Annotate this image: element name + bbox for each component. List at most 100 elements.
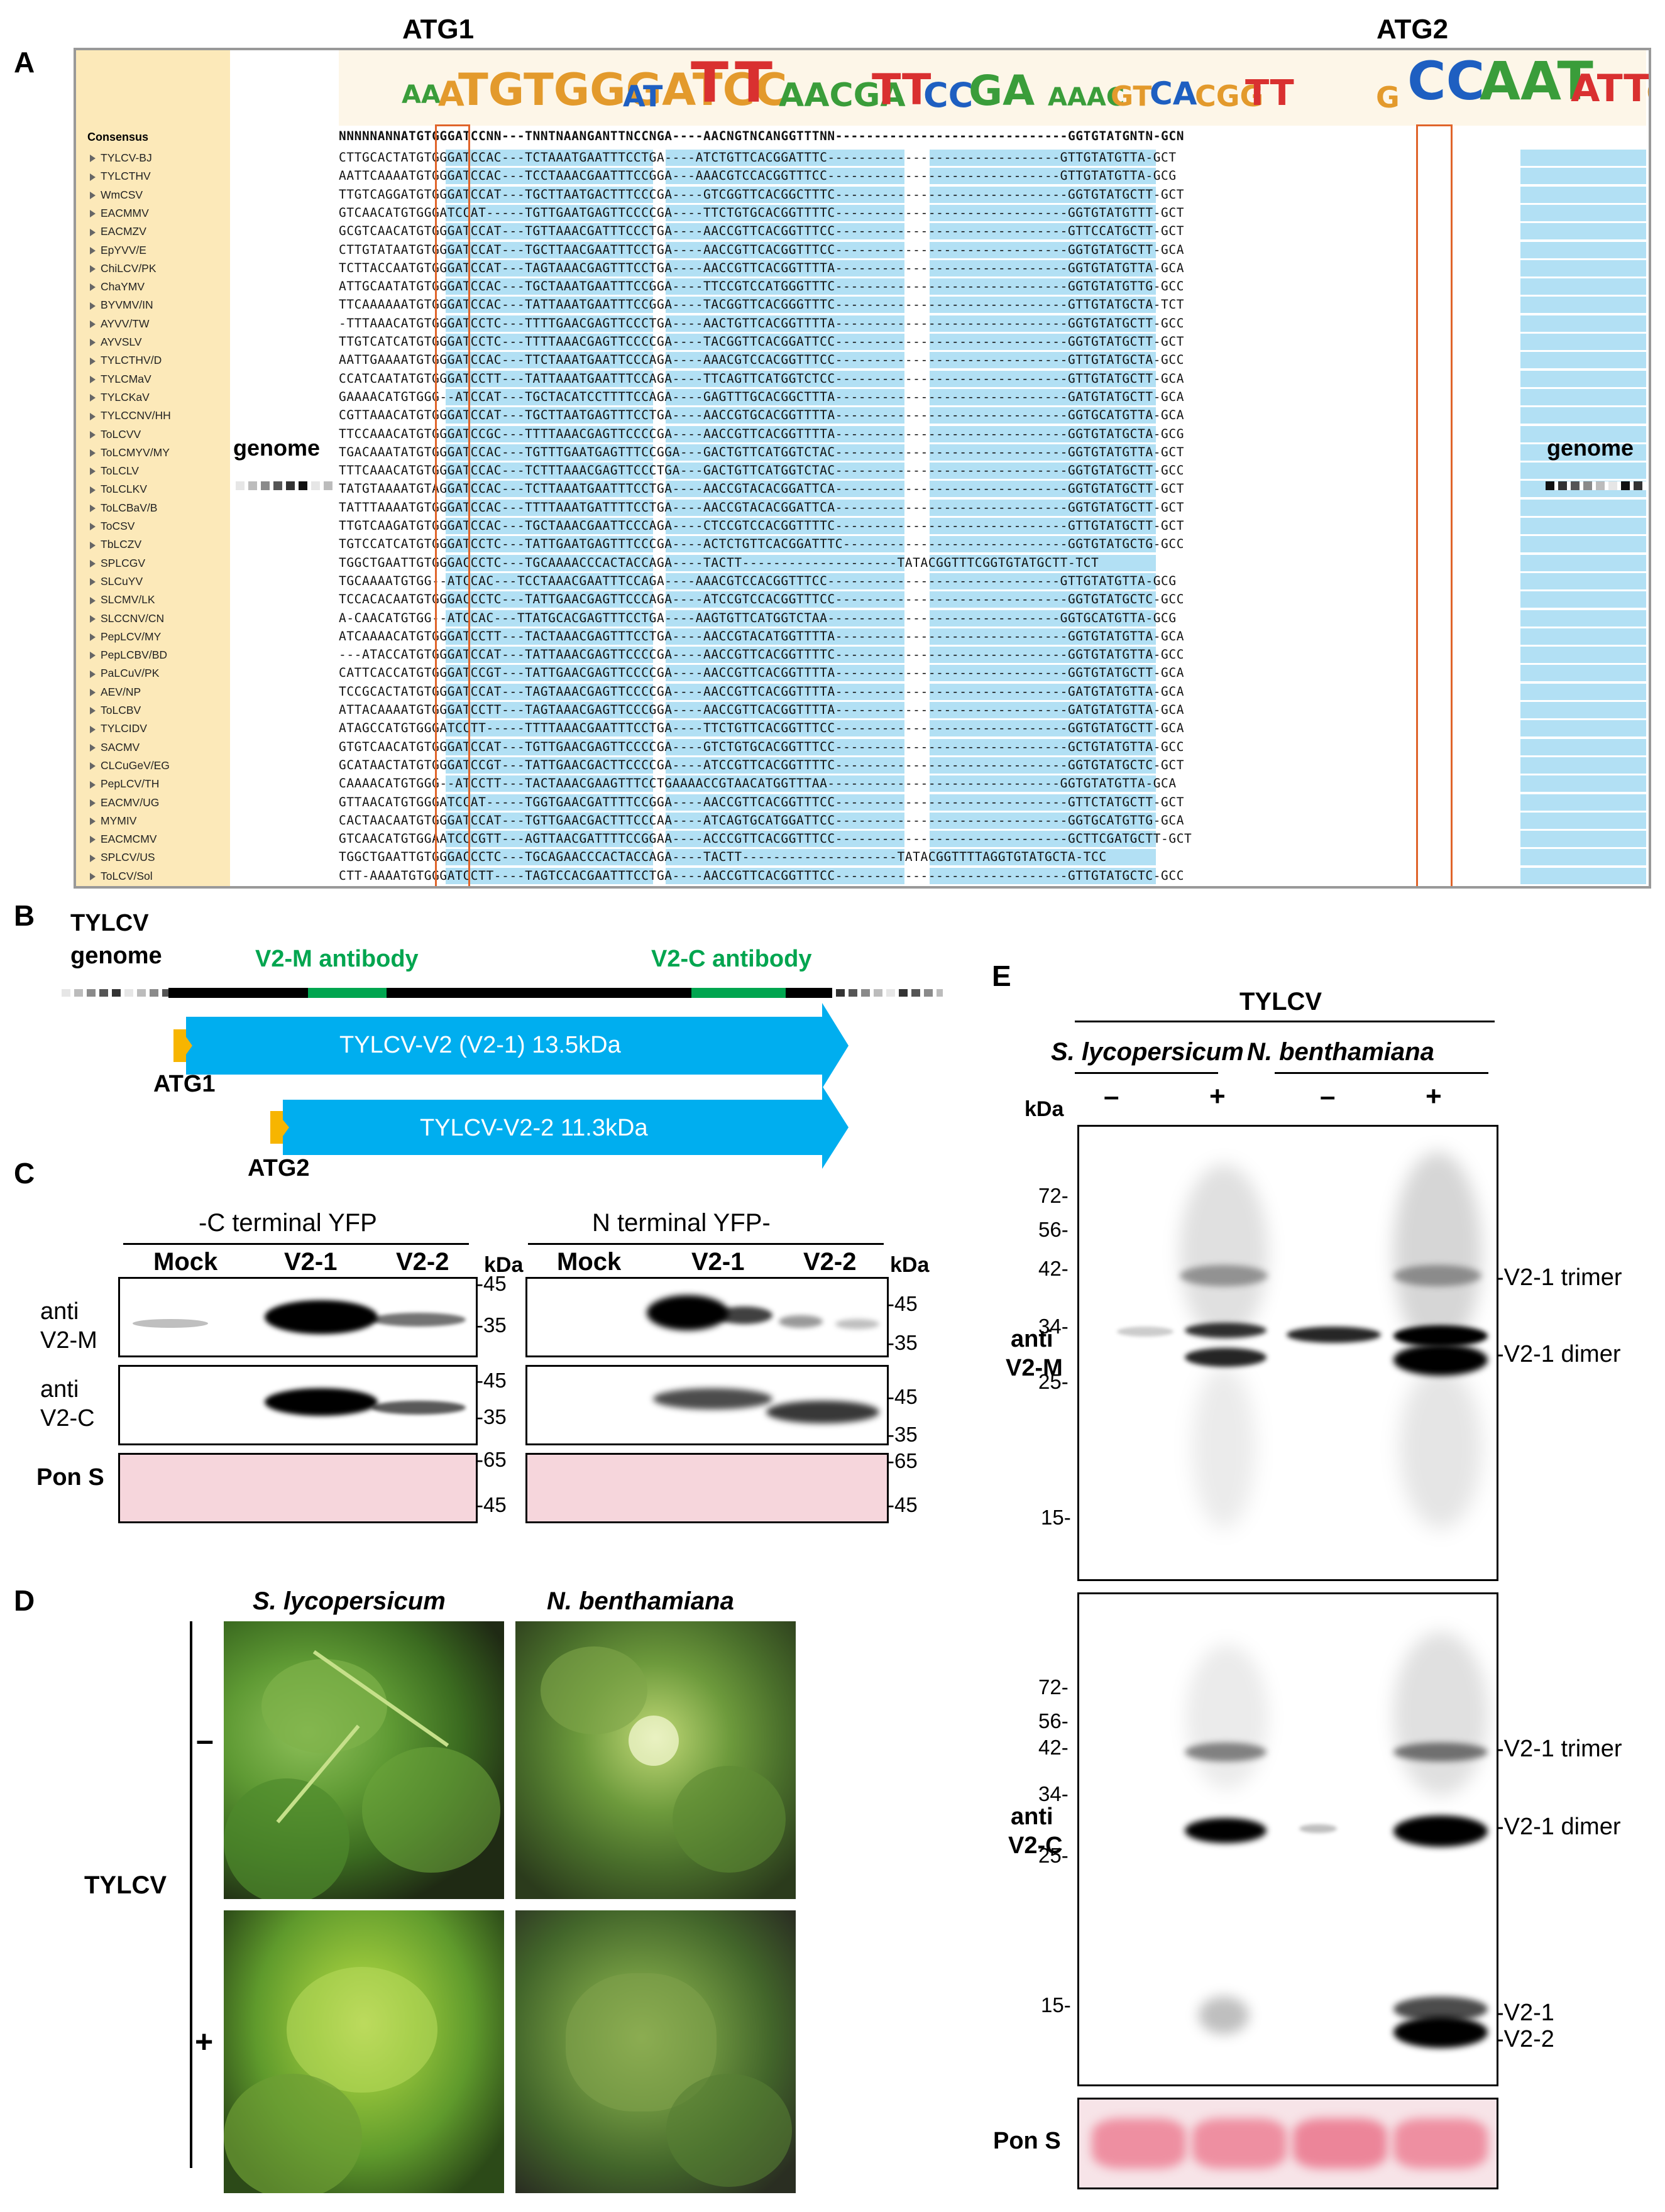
expand-triangle-icon[interactable] (90, 780, 96, 789)
species-name[interactable]: SLCCNV/CN (90, 610, 164, 627)
c-left-header: -C terminal YFP (199, 1209, 377, 1237)
species-name[interactable]: TYLCMaV (90, 371, 151, 387)
species-name[interactable]: ChaYMV (90, 278, 145, 295)
species-name[interactable]: WmCSV (90, 187, 143, 203)
species-name[interactable]: TYLCKaV (90, 389, 150, 405)
expand-triangle-icon[interactable] (90, 523, 96, 531)
alignment-row-highlight (339, 150, 1646, 166)
species-name[interactable]: AEV/NP (90, 684, 141, 700)
expand-triangle-icon[interactable] (90, 596, 96, 605)
expand-triangle-icon[interactable] (90, 854, 96, 862)
species-name[interactable]: ToLCLKV (90, 481, 147, 497)
atg1-b-label: ATG1 (153, 1071, 216, 1097)
e-blot-pons (1077, 2098, 1498, 2189)
expand-triangle-icon[interactable] (90, 505, 96, 513)
expand-triangle-icon[interactable] (90, 725, 96, 733)
expand-triangle-icon[interactable] (90, 265, 96, 273)
species-name[interactable]: TYLCTHV (90, 168, 151, 184)
expand-triangle-icon[interactable] (90, 578, 96, 586)
expand-triangle-icon[interactable] (90, 743, 96, 752)
species-name[interactable]: EpYVV/E (90, 242, 146, 258)
expand-triangle-icon[interactable] (90, 486, 96, 494)
expand-triangle-icon[interactable] (90, 689, 96, 697)
e-title: TYLCV (1239, 988, 1322, 1016)
species-name[interactable]: ToLCBV (90, 702, 141, 718)
expand-triangle-icon[interactable] (90, 283, 96, 292)
species-name-text: TYLCCNV/HH (101, 409, 171, 422)
species-name[interactable]: ToLCVV (90, 426, 141, 442)
species-name[interactable]: PepLCV/MY (90, 628, 161, 645)
species-name[interactable]: ToLCLV (90, 463, 139, 479)
species-name[interactable]: TbLCZV (90, 536, 141, 552)
expand-triangle-icon[interactable] (90, 339, 96, 347)
species-name[interactable]: EACMCMV (90, 831, 157, 847)
expand-triangle-icon[interactable] (90, 652, 96, 660)
expand-triangle-icon[interactable] (90, 762, 96, 770)
species-name[interactable]: PepLCV/TH (90, 775, 159, 792)
expand-triangle-icon[interactable] (90, 228, 96, 236)
species-name[interactable]: SPLCGV (90, 555, 145, 571)
alignment-sequence: GAAAACATGTGGG--ATCCAT---TGCTACATCCTTTTCC… (339, 389, 1185, 404)
expand-triangle-icon[interactable] (90, 615, 96, 623)
expand-triangle-icon[interactable] (90, 302, 96, 310)
alignment-sequence: TCCGCACTATGTGGGATCCAT---TAGTAAACGAGTTCCC… (339, 684, 1185, 699)
expand-triangle-icon[interactable] (90, 320, 96, 329)
consensus-label: Consensus (87, 131, 149, 143)
expand-triangle-icon[interactable] (90, 799, 96, 807)
expand-triangle-icon[interactable] (90, 210, 96, 218)
species-name[interactable]: EACMZV (90, 223, 146, 239)
expand-triangle-icon[interactable] (90, 559, 96, 567)
species-name[interactable]: PaLCuV/PK (90, 665, 159, 681)
expand-triangle-icon[interactable] (90, 468, 96, 476)
species-name[interactable]: ToLCMYV/MY (90, 444, 170, 461)
c-marker-45-l3: -45 (476, 1493, 507, 1516)
alignment-row-highlight (339, 849, 1646, 866)
species-name[interactable]: EACMMV (90, 205, 149, 221)
species-name[interactable]: AYVSLV (90, 334, 142, 350)
species-name[interactable]: SLCMV/LK (90, 591, 155, 608)
species-name[interactable]: ChiLCV/PK (90, 260, 157, 276)
expand-triangle-icon[interactable] (90, 394, 96, 402)
expand-triangle-icon[interactable] (90, 246, 96, 255)
species-name[interactable]: ToCSV (90, 518, 135, 534)
expand-triangle-icon[interactable] (90, 375, 96, 383)
expand-triangle-icon[interactable] (90, 818, 96, 826)
expand-triangle-icon[interactable] (90, 412, 96, 420)
c-lane-v22-right: V2-2 (803, 1248, 857, 1276)
expand-triangle-icon[interactable] (90, 873, 96, 881)
species-name[interactable]: SLCuYV (90, 573, 143, 589)
species-name[interactable]: AYVV/TW (90, 315, 149, 332)
species-name[interactable]: MYMIV (90, 813, 136, 829)
species-name[interactable]: EACMV/UG (90, 794, 159, 811)
species-name[interactable]: ToLCV/Sol (90, 868, 153, 884)
species-name[interactable]: SPLCV/US (90, 849, 155, 865)
alignment-sequence: ---ATACCATGTGGGATCCAT---TATTAAACGAGTTCCC… (339, 647, 1185, 662)
species-name[interactable]: ToLCBaV/B (90, 500, 157, 516)
expand-triangle-icon[interactable] (90, 430, 96, 439)
expand-triangle-icon[interactable] (90, 707, 96, 715)
expand-triangle-icon[interactable] (90, 191, 96, 199)
c-left-header-line (123, 1243, 469, 1245)
expand-triangle-icon[interactable] (90, 357, 96, 365)
expand-triangle-icon[interactable] (90, 449, 96, 457)
expand-triangle-icon[interactable] (90, 670, 96, 678)
expand-triangle-icon[interactable] (90, 836, 96, 844)
species-name[interactable]: TYLCIDV (90, 720, 147, 736)
species-name[interactable]: CLCuGeV/EG (90, 757, 170, 774)
genome-right-label: genome (1547, 435, 1634, 461)
expand-triangle-icon[interactable] (90, 173, 96, 181)
species-name[interactable]: TYLCCNV/HH (90, 407, 171, 424)
expand-triangle-icon[interactable] (90, 155, 96, 163)
species-name[interactable]: BYVMV/IN (90, 297, 153, 313)
v2-1-arrow (186, 1003, 849, 1088)
c-row2-label-b: V2-C (40, 1405, 95, 1432)
alignment-row-highlight (339, 536, 1646, 553)
e-sign-3: – (1320, 1081, 1336, 1112)
species-name[interactable]: TYLCTHV/D (90, 352, 162, 368)
species-name[interactable]: SACMV (90, 739, 140, 755)
expand-triangle-icon[interactable] (90, 633, 96, 642)
species-name[interactable]: TYLCV-BJ (90, 150, 152, 166)
species-name-text: SACMV (101, 740, 140, 753)
expand-triangle-icon[interactable] (90, 541, 96, 549)
species-name[interactable]: PepLCBV/BD (90, 647, 167, 663)
